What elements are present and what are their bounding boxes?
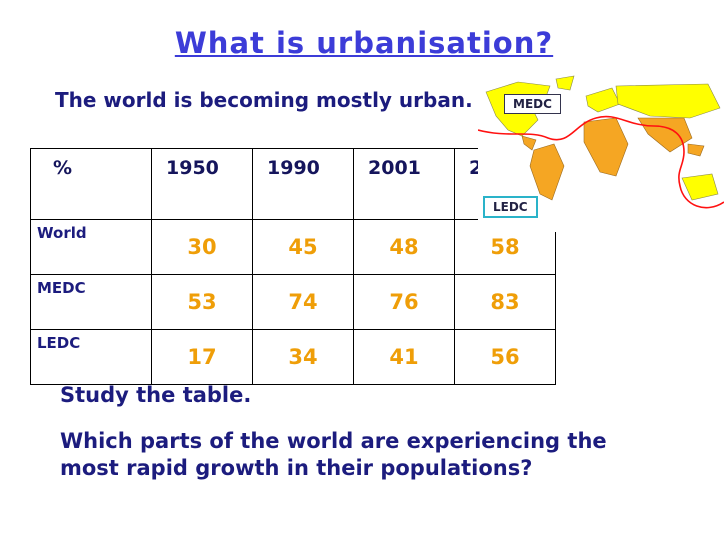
world-map: MEDC LEDC bbox=[477, 74, 725, 232]
value-cell: 74 bbox=[252, 274, 354, 330]
row-label-medc: MEDC bbox=[30, 274, 152, 330]
value-cell: 53 bbox=[151, 274, 253, 330]
map-label-ledc: LEDC bbox=[483, 196, 538, 218]
row-label-ledc: LEDC bbox=[30, 329, 152, 385]
header-cell-1990: 1990 bbox=[252, 148, 354, 220]
value-cell: 41 bbox=[353, 329, 455, 385]
row-label-world: World bbox=[30, 219, 152, 275]
urbanisation-table: % 1950 1990 2001 2025 World 30 45 48 58 … bbox=[30, 148, 556, 385]
map-label-medc: MEDC bbox=[504, 94, 561, 114]
value-cell: 34 bbox=[252, 329, 354, 385]
value-cell: 17 bbox=[151, 329, 253, 385]
table-row-medc: MEDC 53 74 76 83 bbox=[30, 274, 556, 330]
value-cell: 30 bbox=[151, 219, 253, 275]
value-cell: 45 bbox=[252, 219, 354, 275]
value-cell: 56 bbox=[454, 329, 556, 385]
table-row-ledc: LEDC 17 34 41 56 bbox=[30, 329, 556, 385]
table-row-world: World 30 45 48 58 bbox=[30, 219, 556, 275]
header-cell-1950: 1950 bbox=[151, 148, 253, 220]
instruction-text: Study the table. bbox=[60, 383, 252, 407]
page-title: What is urbanisation? bbox=[174, 26, 554, 60]
north-south-divide-line bbox=[477, 115, 725, 209]
subtitle-text: The world is becoming mostly urban. bbox=[55, 88, 473, 112]
header-cell-2001: 2001 bbox=[353, 148, 455, 220]
header-cell-percent: % bbox=[30, 148, 152, 220]
value-cell: 83 bbox=[454, 274, 556, 330]
question-text: Which parts of the world are experiencin… bbox=[60, 429, 607, 481]
value-cell: 76 bbox=[353, 274, 455, 330]
value-cell: 48 bbox=[353, 219, 455, 275]
table-header-row: % 1950 1990 2001 2025 bbox=[30, 148, 556, 220]
